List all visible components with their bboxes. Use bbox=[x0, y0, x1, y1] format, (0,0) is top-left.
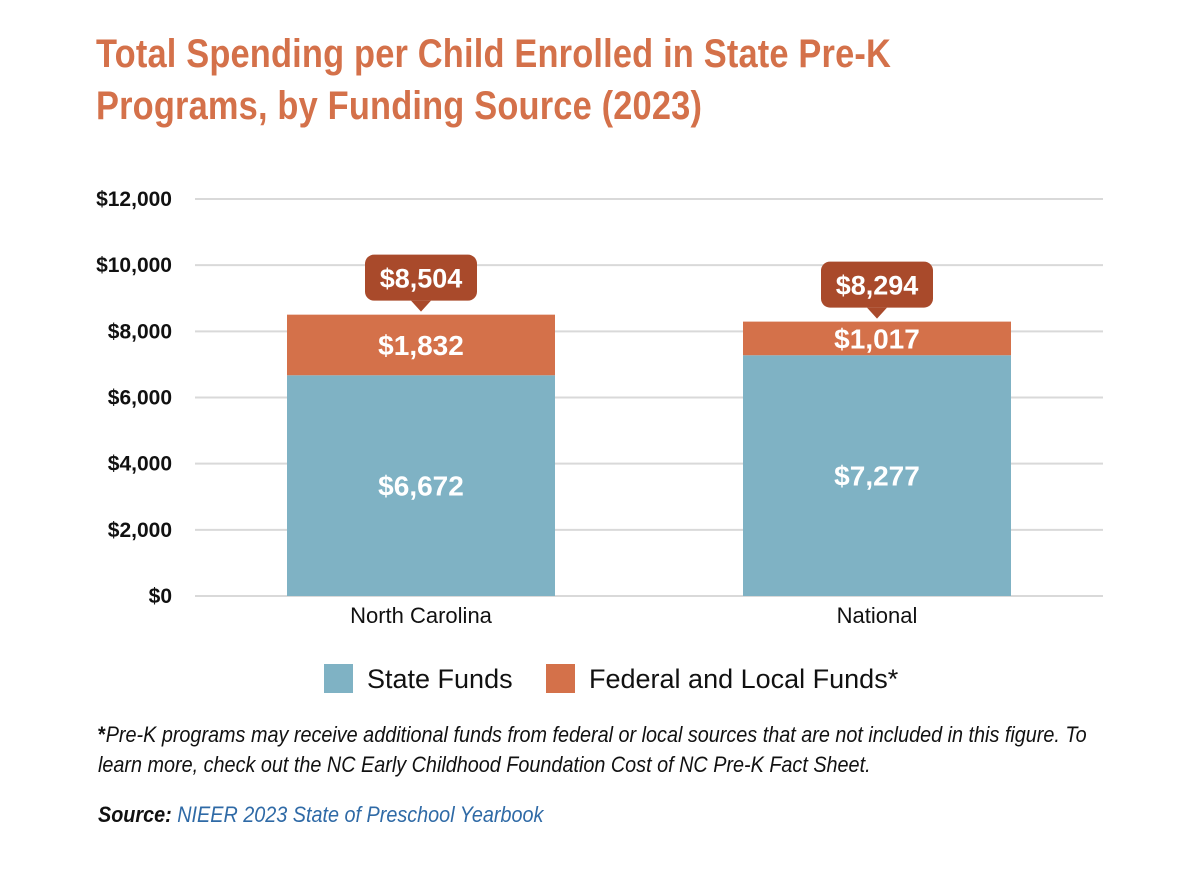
legend-label-federal-local: Federal and Local Funds* bbox=[589, 664, 899, 694]
data-label: $1,017 bbox=[834, 323, 920, 354]
chart-title-line-1: Total Spending per Child Enrolled in Sta… bbox=[96, 32, 892, 76]
total-label: $8,294 bbox=[836, 271, 919, 301]
total-label: $8,504 bbox=[380, 264, 463, 294]
total-callout-box bbox=[365, 254, 477, 301]
chart-title: Total Spending per Child Enrolled in Sta… bbox=[96, 28, 1008, 132]
y-tick-label: $12,000 bbox=[96, 188, 172, 211]
source-label: Source: bbox=[98, 802, 172, 827]
x-category-label: National bbox=[837, 603, 918, 628]
y-tick-label: $8,000 bbox=[108, 320, 172, 343]
bar-segment-federal-local bbox=[287, 314, 555, 376]
legend-swatch-federal-local bbox=[546, 664, 575, 693]
y-tick-label: $0 bbox=[149, 585, 172, 608]
x-category-label: North Carolina bbox=[350, 603, 493, 628]
bar-segment-state bbox=[743, 355, 1011, 596]
legend-swatch-state bbox=[324, 664, 353, 693]
data-label: $6,672 bbox=[378, 471, 464, 502]
y-tick-label: $10,000 bbox=[96, 254, 172, 277]
footnote-star: * bbox=[98, 722, 106, 747]
source-line: Source: NIEER 2023 State of Preschool Ye… bbox=[98, 800, 818, 830]
y-tick-label: $6,000 bbox=[108, 387, 172, 410]
footnote: *Pre-K programs may receive additional f… bbox=[98, 720, 1088, 780]
stacked-bar-chart: $0 $2,000 $4,000 $6,000 $8,000 $10,000 $12,000… bbox=[96, 188, 1103, 694]
footnote-text: Pre-K programs may receive additional fu… bbox=[98, 722, 1087, 777]
bar-segment-federal-local bbox=[743, 321, 1011, 356]
source-link[interactable]: NIEER 2023 State of Preschool Yearbook bbox=[177, 802, 544, 827]
y-tick-label: $4,000 bbox=[108, 453, 172, 476]
total-callout-pointer bbox=[411, 300, 431, 312]
y-tick-label: $2,000 bbox=[108, 519, 172, 542]
total-callout-box bbox=[821, 261, 933, 308]
data-label: $1,832 bbox=[378, 330, 464, 361]
data-label: $7,277 bbox=[834, 461, 920, 492]
chart-title-line-2: Programs, by Funding Source (2023) bbox=[96, 84, 703, 128]
legend-label-state: State Funds bbox=[367, 664, 513, 694]
total-callout-pointer bbox=[867, 307, 887, 319]
bar-segment-state bbox=[287, 375, 555, 596]
